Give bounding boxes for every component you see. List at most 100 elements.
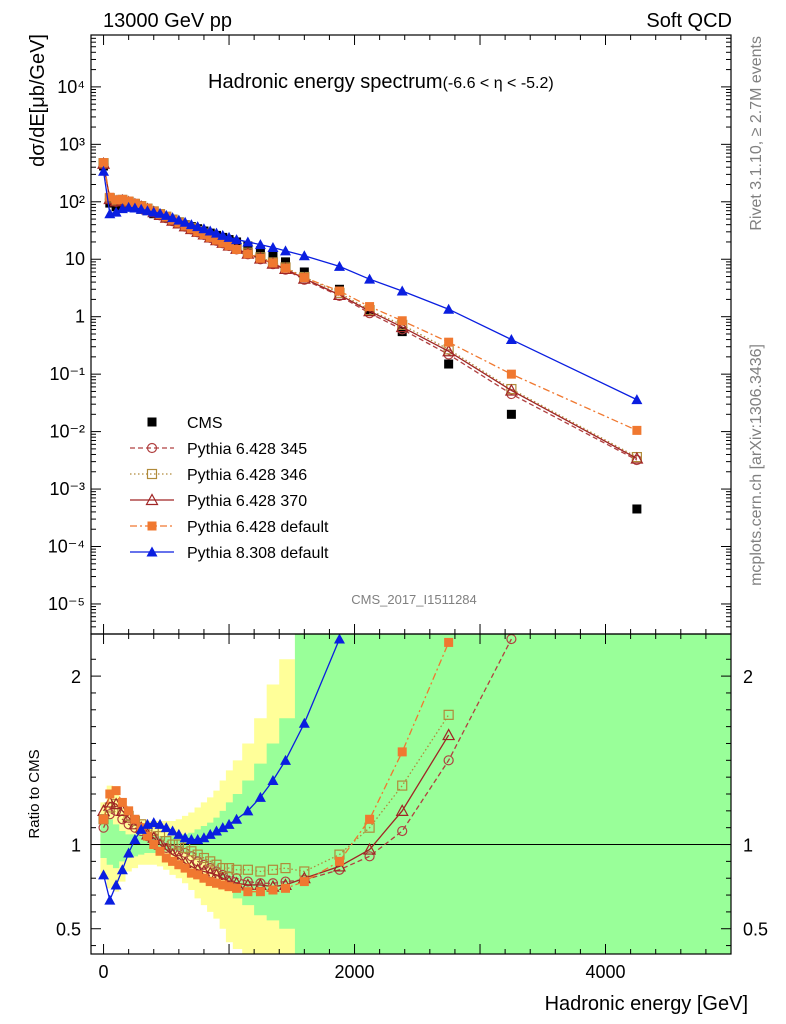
- data-point: [632, 504, 642, 514]
- ratio-point: [332, 859, 346, 872]
- data-point: [395, 320, 409, 333]
- ratio-point: [255, 866, 266, 877]
- data-point: [267, 242, 279, 253]
- y-tick-label: 10⁴: [57, 77, 85, 97]
- ratio-point: [223, 818, 235, 829]
- data-point: [365, 302, 375, 312]
- data-point: [630, 451, 644, 464]
- ratio-point: [363, 842, 377, 855]
- ratio-point: [192, 849, 203, 860]
- ratio-point: [161, 853, 171, 863]
- data-point: [505, 334, 517, 345]
- ratio-point: [155, 846, 165, 856]
- ratio-point: [130, 814, 140, 824]
- ratio-point: [254, 791, 266, 802]
- ratio-point: [224, 882, 234, 892]
- ratio-y-tick-label: 0.5: [56, 920, 81, 940]
- ratio-point: [98, 869, 110, 880]
- ratio-point: [199, 873, 209, 883]
- ratio-series-pythia-8-308-default: [98, 634, 345, 905]
- x-axis-label: Hadronic energy [GeV]: [545, 993, 748, 1015]
- y-tick-label: 10: [65, 249, 85, 269]
- data-point: [268, 251, 278, 261]
- data-point: [217, 229, 229, 240]
- data-point: [111, 195, 121, 205]
- series-pythia-8-308-default: [98, 165, 643, 405]
- data-point: [504, 383, 518, 396]
- data-point: [185, 219, 197, 230]
- data-point: [268, 258, 278, 268]
- ratio-point: [242, 864, 253, 875]
- legend-marker: [145, 493, 159, 506]
- ratio-point: [105, 789, 115, 799]
- ratio-point: [281, 883, 291, 893]
- ratio-point: [135, 823, 147, 834]
- legend-label: Pythia 6.428 370: [187, 493, 307, 510]
- ratio-point: [192, 856, 203, 867]
- ratio-y-tick-label: 1: [71, 836, 81, 856]
- series-pythia-6-428-default: [99, 158, 642, 435]
- analysis-label: CMS_2017_I1511284: [351, 592, 477, 607]
- data-point: [333, 260, 345, 271]
- legend-item-cms: CMS: [147, 415, 223, 432]
- data-point: [443, 303, 455, 314]
- ratio-point: [110, 879, 122, 890]
- ratio-point: [267, 864, 279, 875]
- ratio-point: [173, 839, 184, 850]
- ratio-point: [217, 822, 229, 833]
- ratio-point: [218, 880, 228, 890]
- legend-label: Pythia 6.428 345: [187, 441, 307, 458]
- ratio-point: [111, 786, 121, 796]
- legend-marker: [147, 521, 157, 531]
- ratio-point: [148, 817, 160, 828]
- y-tick-label: 10⁻³: [49, 479, 85, 499]
- legend-item-pythia-6-428-345: Pythia 6.428 345: [130, 441, 307, 458]
- series-line: [102, 163, 638, 460]
- ratio-point: [174, 860, 184, 870]
- data-point: [99, 158, 109, 168]
- chart-title: Hadronic energy spectrum(-6.6 < η < -5.2…: [208, 71, 554, 93]
- ratio-point: [205, 856, 216, 867]
- data-point: [218, 238, 228, 248]
- legend-label: Pythia 6.428 346: [187, 467, 307, 484]
- ratio-point: [397, 747, 407, 757]
- legend-item-pythia-6-428-default: Pythia 6.428 default: [130, 519, 329, 536]
- data-point: [199, 229, 209, 239]
- y-tick-label: 10⁻⁵: [48, 594, 85, 614]
- ratio-point: [268, 885, 278, 895]
- ratio-point: [168, 856, 178, 866]
- ratio-point: [154, 818, 166, 829]
- ratio-y-axis-label: Ratio to CMS: [26, 749, 43, 838]
- ratio-point: [193, 870, 203, 880]
- data-point: [141, 205, 153, 216]
- ratio-point: [173, 828, 185, 839]
- ratio-point: [123, 847, 135, 858]
- ratio-point: [211, 878, 221, 888]
- y-tick-label: 10⁻⁴: [48, 537, 85, 557]
- ratio-point: [395, 804, 409, 816]
- ratio-point: [443, 709, 454, 720]
- ratio-point: [99, 814, 109, 824]
- ratio-point: [179, 832, 191, 843]
- data-point: [110, 206, 122, 217]
- ratio-point: [149, 840, 159, 850]
- data-point: [211, 235, 221, 245]
- ratio-point: [231, 813, 243, 824]
- ratio-point: [160, 822, 172, 833]
- ratio-point: [205, 877, 215, 887]
- ratio-uncertainty-bands: [100, 634, 731, 954]
- data-point: [117, 194, 127, 204]
- x-tick-label: 0: [99, 962, 109, 982]
- data-point: [210, 227, 222, 238]
- ratio-point: [103, 795, 117, 808]
- main-series-group: [97, 156, 644, 514]
- ratio-point: [255, 887, 265, 897]
- data-point: [179, 216, 191, 227]
- ratio-series-group: [91, 634, 731, 905]
- x-tick-label: 2000: [335, 962, 375, 982]
- data-point: [232, 244, 242, 254]
- ratio-point: [198, 832, 210, 843]
- data-point: [255, 246, 265, 256]
- legend-item-pythia-6-428-370: Pythia 6.428 370: [130, 493, 307, 510]
- ratio-point: [299, 866, 310, 877]
